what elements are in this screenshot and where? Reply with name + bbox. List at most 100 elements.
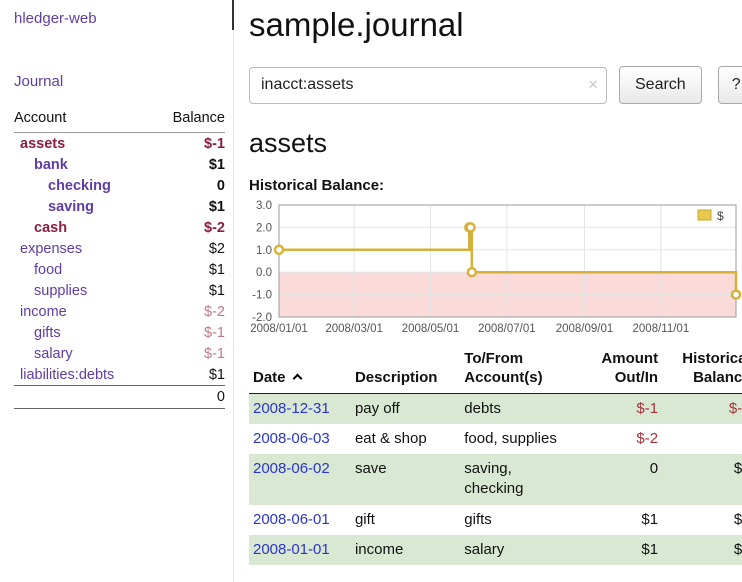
transaction-description: income [354, 540, 404, 558]
account-balance: $1 [208, 156, 225, 173]
sidebar-account-link[interactable]: supplies [34, 282, 88, 299]
account-balance: $-1 [204, 324, 225, 341]
clear-search-icon[interactable]: × [588, 74, 598, 94]
sidebar-account-link[interactable]: liabilities:debts [20, 366, 115, 383]
account-name-cell: food [14, 259, 153, 280]
sidebar-account-link[interactable]: gifts [34, 324, 61, 341]
transaction-date-link[interactable]: 2008-06-02 [253, 460, 330, 477]
sidebar-total-balance: 0 [152, 385, 225, 409]
search-bar: × Search ? [249, 66, 742, 104]
transaction-date-link[interactable]: 2008-01-01 [253, 540, 330, 558]
date-header-label: Date [253, 368, 286, 386]
transaction-date-cell: 2008-01-01 [249, 535, 351, 565]
transaction-accounts: saving, checking [464, 460, 524, 498]
sidebar-total-row: 0 [14, 385, 225, 409]
svg-text:2008/03/01: 2008/03/01 [325, 323, 383, 335]
transaction-historical-balance: $-1 [728, 399, 742, 417]
transaction-row: 2008-01-01 income salary $1 $1 [249, 534, 742, 565]
sidebar-account-link[interactable]: expenses [20, 240, 83, 257]
transaction-amount: $-1 [636, 399, 659, 417]
transaction-historical-balance: $2 [733, 510, 742, 528]
svg-text:3.0: 3.0 [256, 200, 272, 212]
account-row: checking 0 [14, 175, 225, 196]
date-column-header[interactable]: Date [249, 350, 351, 394]
transaction-row: 2008-06-03 eat & shop food, supplies $-20 [249, 424, 742, 454]
account-name-cell: checking [14, 175, 153, 196]
transaction-historical-balance: $2 [733, 460, 742, 477]
transaction-description: eat & shop [354, 429, 427, 447]
description-header-label: Description [354, 368, 438, 386]
account-name-cell: assets [14, 133, 153, 155]
transaction-row: 2008-06-01 gift gifts $1 $2 [249, 505, 742, 535]
sidebar-journal-link[interactable]: Journal [14, 73, 64, 90]
sidebar-account-header: Account [14, 110, 153, 133]
account-row: salary $-1 [14, 343, 225, 364]
svg-text:2008/07/01: 2008/07/01 [478, 323, 536, 335]
account-row: income $-2 [14, 301, 225, 322]
account-row: gifts $-1 [14, 322, 225, 343]
transaction-amount: 0 [649, 460, 659, 477]
transaction-accounts: salary [464, 540, 505, 558]
account-balance: $-2 [204, 303, 225, 320]
sidebar-account-link[interactable]: assets [20, 135, 66, 152]
account-name-cell: liabilities:debts [14, 364, 153, 386]
svg-text:-1.0: -1.0 [252, 290, 272, 302]
transaction-date-link[interactable]: 2008-06-03 [253, 429, 330, 447]
sidebar-account-link[interactable]: bank [34, 156, 68, 173]
svg-text:1.0: 1.0 [256, 245, 272, 257]
account-name-cell: cash [14, 217, 153, 238]
register-table: Date Description To/From Account(s) Amou… [249, 350, 742, 565]
account-row: expenses $2 [14, 238, 225, 259]
account-balance-table: Account Balance assets $-1 bank $1 checking 0… [14, 110, 225, 409]
account-row: saving $1 [14, 196, 225, 217]
transaction-description: save [354, 460, 387, 477]
sidebar-account-link[interactable]: checking [48, 177, 111, 194]
transaction-date-link[interactable]: 2008-12-31 [253, 399, 330, 417]
account-name-cell: saving [14, 196, 153, 217]
sidebar-account-link[interactable]: cash [34, 219, 68, 236]
transaction-amount: $1 [641, 540, 659, 558]
transaction-amount: $-2 [636, 429, 659, 447]
account-balance: $-2 [204, 219, 225, 236]
account-balance: $1 [208, 261, 225, 278]
account-name-cell: salary [14, 343, 153, 364]
account-row: assets $-1 [14, 133, 225, 155]
search-input[interactable] [249, 66, 607, 104]
transaction-historical-balance: $1 [733, 540, 742, 558]
sidebar-account-link[interactable]: income [20, 303, 67, 320]
transaction-description: pay off [354, 399, 400, 417]
svg-text:-2.0: -2.0 [252, 312, 272, 324]
transaction-date-link[interactable]: 2008-06-01 [253, 510, 330, 528]
sidebar-account-link[interactable]: food [34, 261, 63, 278]
transaction-row: 2008-12-31 pay off debts $-1 $-1 [249, 393, 742, 424]
sidebar-account-link[interactable]: salary [34, 345, 73, 362]
account-balance: 0 [216, 177, 225, 194]
app-brand-link[interactable]: hledger-web [14, 10, 97, 27]
svg-text:0.0: 0.0 [256, 267, 272, 279]
historical-balance-column-header: Historical Balance [662, 350, 742, 394]
balance-header-line2: Balance [693, 368, 742, 386]
tofrom-header-line2: Account(s) [464, 368, 543, 386]
account-row: bank $1 [14, 154, 225, 175]
account-name-cell: income [14, 301, 153, 322]
description-column-header: Description [350, 350, 461, 394]
transaction-row: 2008-06-02 save saving, checking 0 $2 [249, 454, 742, 505]
tofrom-header-line1: To/From [464, 350, 524, 367]
account-name-cell: bank [14, 154, 153, 175]
sidebar-total-spacer [14, 385, 153, 409]
account-balance: $1 [208, 282, 225, 299]
transaction-description: gift [354, 510, 375, 528]
help-button[interactable]: ? [717, 66, 742, 104]
amount-header-line2: Out/In [614, 368, 659, 386]
sidebar-account-link[interactable]: saving [48, 198, 94, 215]
account-heading: assets [249, 128, 328, 158]
chart-title: Historical Balance: [249, 177, 385, 194]
main-content: sample.journal × Search ? assets Histori… [234, 0, 742, 582]
transaction-accounts: food, supplies [464, 429, 557, 447]
account-table-header-row: Account Balance [14, 110, 225, 133]
account-balance: $-1 [204, 345, 225, 362]
svg-text:2008/11/01: 2008/11/01 [633, 323, 690, 335]
search-button[interactable]: Search [619, 66, 702, 104]
